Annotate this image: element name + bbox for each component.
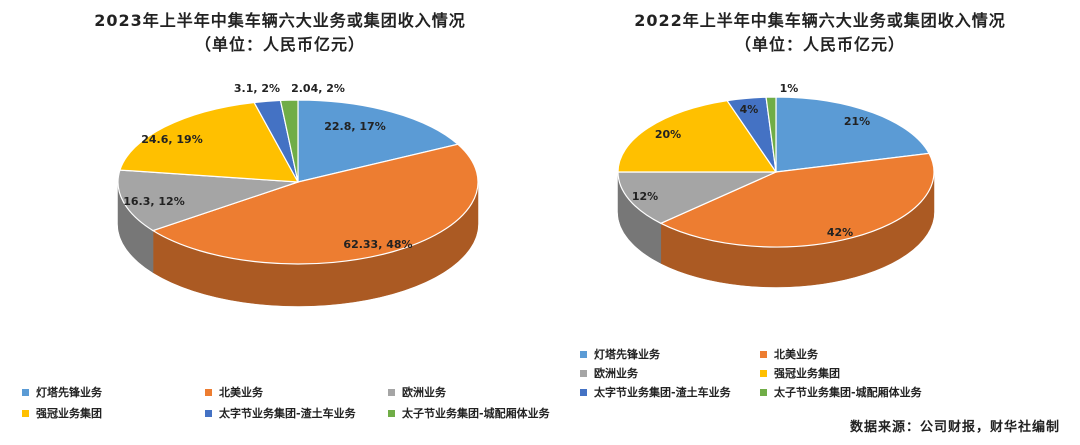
pie-slice-2	[659, 152, 935, 248]
legend-swatch	[580, 388, 587, 396]
legend-item: 强冠业务集团	[760, 365, 840, 381]
pie-slices	[617, 96, 935, 248]
legend-label: 灯塔先锋业务	[36, 386, 102, 399]
data-label-6: 2.04, 2%	[291, 82, 345, 95]
pie-slice-3	[117, 169, 299, 232]
chart-subtitle: （单位：人民币亿元）	[194, 35, 365, 54]
legend-swatch	[760, 350, 767, 358]
data-label-3: 16.3, 12%	[123, 195, 184, 208]
pie-chart-2023: 22.8, 17% 62.33, 48% 16.3, 12% 24.6, 19% 3.1…	[117, 82, 479, 307]
legend-item: 灯塔先锋业务	[580, 346, 660, 362]
chart-panel-2023: 2023年上半年中集车辆六大业务或集团收入情况 （单位：人民币亿元） 22.8,…	[22, 11, 550, 421]
data-label-1: 22.8, 17%	[324, 120, 385, 133]
legend-swatch	[22, 388, 29, 396]
data-label-6: 1%	[780, 82, 799, 95]
legend-swatch	[760, 369, 767, 377]
pie-slice-1	[775, 96, 930, 173]
chart-title: 2022年上半年中集车辆六大业务或集团收入情况	[634, 11, 1006, 30]
legend-swatch	[22, 409, 29, 417]
legend-swatch	[760, 388, 767, 396]
data-label-3: 12%	[632, 190, 658, 203]
legend-swatch	[388, 388, 395, 396]
legend-item: 强冠业务集团	[22, 405, 102, 421]
legend-label: 北美业务	[774, 348, 818, 361]
legend-swatch	[388, 409, 395, 417]
pie-chart-2022: 21% 42% 12% 20% 4% 1%	[617, 82, 935, 288]
legend-label: 太子节业务集团-城配厢体业务	[402, 407, 550, 420]
data-label-5: 3.1, 2%	[234, 82, 280, 95]
pie-slice-1	[297, 99, 460, 183]
pie-slice-4	[119, 101, 300, 183]
chart-panel-2022: 2022年上半年中集车辆六大业务或集团收入情况 （单位：人民币亿元） 21% 42…	[560, 0, 1080, 445]
pie-slice-6	[279, 99, 299, 183]
pie-slice-6	[765, 96, 777, 173]
data-source: 数据来源：公司财报，财华社编制	[849, 420, 1060, 435]
legend-swatch	[205, 409, 212, 417]
pie-slices	[117, 99, 479, 265]
pie-slice-4	[617, 100, 778, 173]
data-label-4: 24.6, 19%	[141, 133, 202, 146]
legend-swatch	[580, 350, 587, 358]
legend-label: 欧洲业务	[594, 367, 638, 380]
legend-item: 北美业务	[205, 384, 263, 400]
chart-title: 2023年上半年中集车辆六大业务或集团收入情况	[94, 11, 466, 30]
legend-item: 欧洲业务	[580, 365, 638, 381]
legend-item: 太子节业务集团-城配厢体业务	[760, 384, 922, 400]
legend-label: 太字节业务集团-渣土车业务	[219, 407, 356, 420]
legend-swatch	[205, 388, 212, 396]
legend-label: 太子节业务集团-城配厢体业务	[774, 386, 922, 399]
legend-label: 北美业务	[219, 386, 263, 399]
legend-item: 北美业务	[760, 346, 818, 362]
pie-slice-3	[617, 171, 777, 225]
legend-item: 灯塔先锋业务	[22, 384, 102, 400]
legend-swatch	[580, 369, 587, 377]
legend-label: 灯塔先锋业务	[594, 348, 660, 361]
data-label-2: 62.33, 48%	[343, 238, 412, 251]
data-label-1: 21%	[844, 115, 870, 128]
legend-label: 强冠业务集团	[36, 407, 102, 420]
legend-label: 强冠业务集团	[774, 367, 840, 380]
legend-item: 太字节业务集团-渣土车业务	[205, 405, 356, 421]
data-label-4: 20%	[655, 128, 681, 141]
pie-slice-2	[151, 143, 479, 265]
chart-subtitle: （单位：人民币亿元）	[734, 35, 905, 54]
data-label-2: 42%	[827, 226, 853, 239]
data-label-5: 4%	[740, 103, 759, 116]
legend-item: 太子节业务集团-城配厢体业务	[388, 405, 550, 421]
legend-item: 太字节业务集团-渣土车业务	[580, 384, 731, 400]
legend-label: 太字节业务集团-渣土车业务	[594, 386, 731, 399]
legend-item: 欧洲业务	[388, 384, 446, 400]
legend-label: 欧洲业务	[402, 386, 446, 399]
